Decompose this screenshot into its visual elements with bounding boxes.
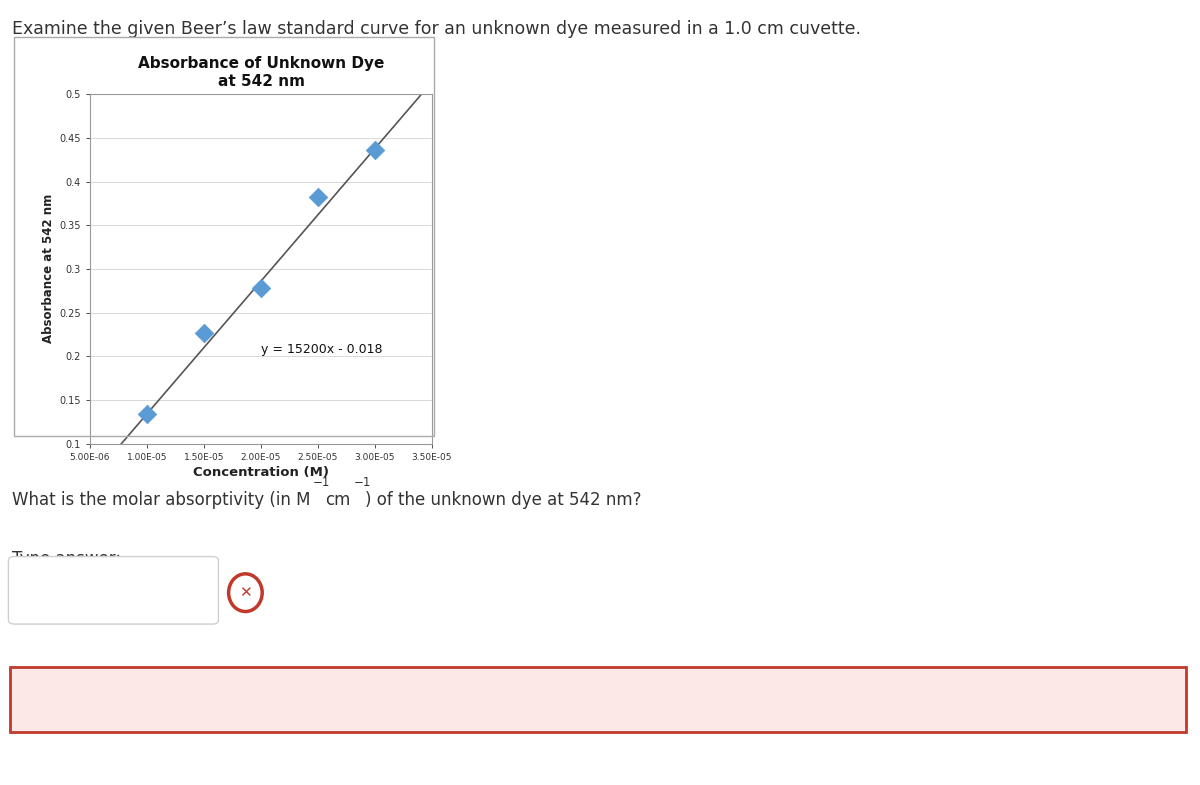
Text: ) of the unknown dye at 542 nm?: ) of the unknown dye at 542 nm? (365, 491, 641, 509)
Point (365, 144, 384, 156)
Title: Absorbance of Unknown Dye
at 542 nm: Absorbance of Unknown Dye at 542 nm (138, 57, 384, 89)
Text: Incorrect: Incorrect (26, 690, 122, 709)
Text: Examine the given Beer’s law standard curve for an unknown dye measured in a 1.0: Examine the given Beer’s law standard cu… (12, 20, 862, 38)
Text: Type answer:: Type answer: (12, 550, 121, 568)
Circle shape (228, 574, 262, 612)
X-axis label: Concentration (M): Concentration (M) (193, 466, 329, 479)
Text: What is the molar absorptivity (in M: What is the molar absorptivity (in M (12, 491, 311, 509)
Point (252, 282, 271, 294)
Text: −1: −1 (313, 476, 330, 490)
Point (308, 191, 328, 203)
Text: 0.25: 0.25 (24, 576, 61, 593)
Text: cm: cm (325, 491, 350, 509)
Point (194, 327, 214, 340)
Text: y = 15200x - 0.018: y = 15200x - 0.018 (262, 343, 383, 356)
Point (138, 407, 156, 420)
Text: ✕: ✕ (239, 585, 252, 601)
Text: −1: −1 (354, 476, 371, 490)
Y-axis label: Absorbance at 542 nm: Absorbance at 542 nm (42, 194, 55, 344)
